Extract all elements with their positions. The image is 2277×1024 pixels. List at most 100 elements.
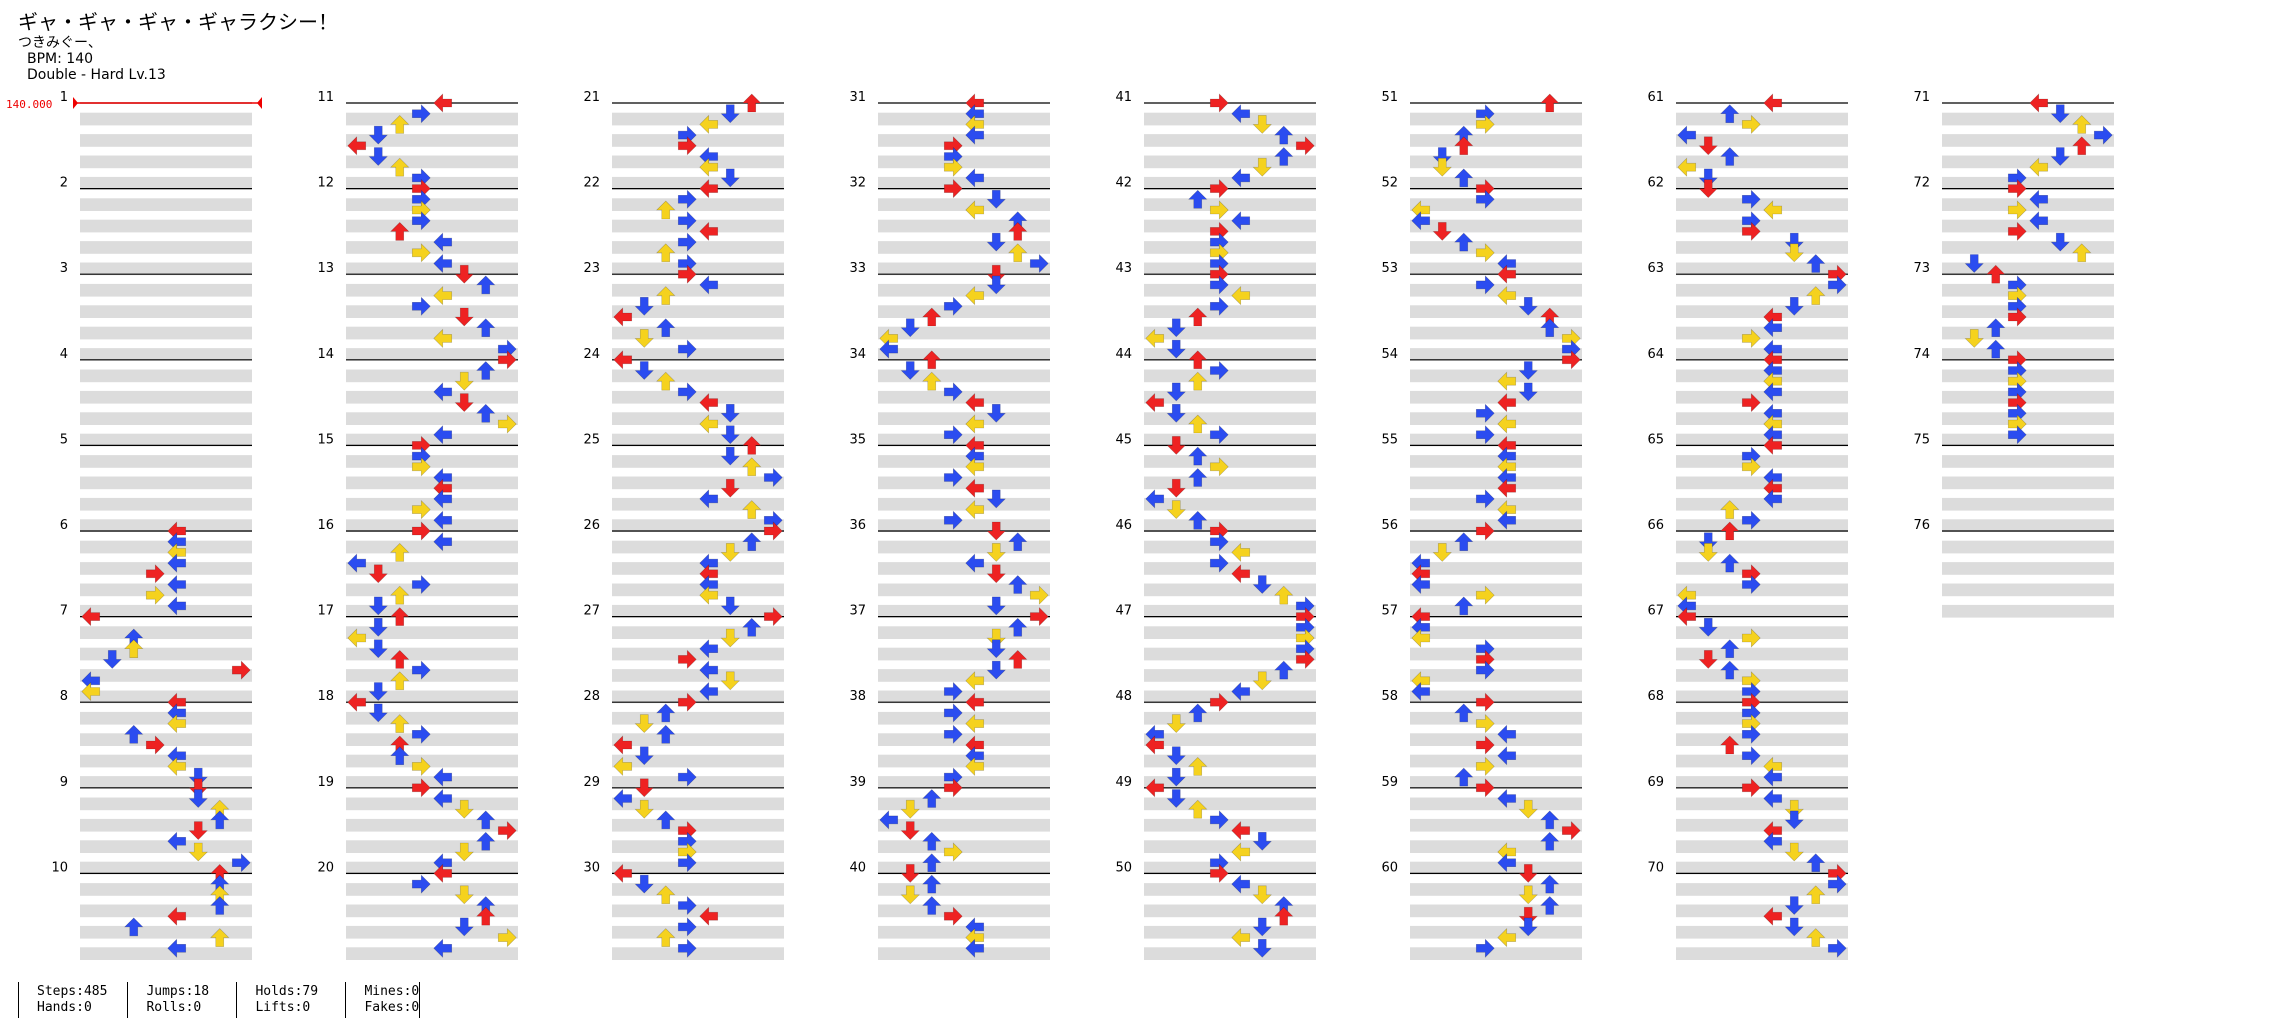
note-arrow-down <box>1518 917 1538 937</box>
beat-band <box>80 711 252 725</box>
note-arrow-down <box>1698 543 1718 562</box>
measure-number: 73 <box>1913 261 1930 276</box>
beat-band <box>1676 861 1848 875</box>
stat-holds: Holds:79 <box>255 984 319 999</box>
note-arrow-left <box>433 938 453 959</box>
measure-10: 10 <box>51 860 252 960</box>
measure-number: 48 <box>1115 689 1132 704</box>
note-arrow-down <box>1166 436 1186 455</box>
measure-15: 15 <box>317 432 518 532</box>
note-arrow-up <box>922 350 942 370</box>
note-arrow-right <box>1741 328 1761 349</box>
measure-23: 23 <box>583 261 784 361</box>
note-arrow-left <box>613 307 633 327</box>
beat-band <box>1410 840 1582 853</box>
note-arrow-left <box>433 382 453 402</box>
measure-37: 37 <box>849 604 1050 704</box>
note-arrow-down <box>368 147 388 166</box>
note-arrow-right <box>1209 200 1229 220</box>
note-arrow-left <box>1145 489 1165 509</box>
beat-band <box>1942 604 2114 618</box>
beat-band <box>612 176 784 190</box>
note-arrow-up <box>742 435 762 455</box>
note-arrow-up <box>1274 585 1294 605</box>
measure-number: 62 <box>1647 176 1664 191</box>
note-arrow-right <box>1209 863 1229 884</box>
beat-band <box>346 711 518 725</box>
beat-band <box>1942 540 2114 554</box>
note-arrow-left <box>699 414 719 434</box>
note-arrow-down <box>1518 799 1538 819</box>
note-arrow-left <box>699 638 719 659</box>
beat-band <box>80 754 252 768</box>
measure-24: 24 <box>583 347 784 447</box>
measure-number: 39 <box>849 775 866 790</box>
note-arrow-down <box>1784 896 1804 915</box>
beat-band <box>1144 690 1316 704</box>
beat-band <box>1410 647 1582 661</box>
measure-number: 66 <box>1647 518 1664 533</box>
note-arrow-up <box>390 114 410 134</box>
note-arrow-left <box>699 157 719 177</box>
beat-band <box>346 198 518 211</box>
note-arrow-down <box>1252 575 1272 594</box>
note-arrow-right <box>677 767 697 787</box>
measure-3: 3 <box>60 261 252 361</box>
measure-number: 30 <box>583 860 600 875</box>
beat-band <box>80 283 252 297</box>
beat-band <box>878 797 1050 811</box>
note-arrow-left <box>965 499 985 520</box>
note-arrow-up <box>1454 703 1474 723</box>
measure-number: 72 <box>1913 176 1930 191</box>
measure-number: 42 <box>1115 176 1132 191</box>
note-arrow-up <box>656 318 676 338</box>
measure-number: 18 <box>317 689 334 704</box>
note-arrow-right <box>763 606 783 627</box>
beat-band <box>1676 262 1848 276</box>
note-arrow-up <box>1188 510 1208 530</box>
measure-29: 29 <box>583 775 784 875</box>
note-arrow-right <box>677 136 697 156</box>
beat-band <box>1410 883 1582 896</box>
note-arrow-right <box>1741 189 1761 210</box>
note-arrow-down <box>188 821 208 841</box>
beat-band <box>1144 754 1316 768</box>
note-arrow-down <box>720 403 740 423</box>
note-arrow-up <box>124 724 144 744</box>
beat-band <box>612 925 784 939</box>
beat-band <box>1676 883 1848 896</box>
note-arrow-right <box>411 521 431 541</box>
note-arrow-up <box>922 896 942 915</box>
beat-band <box>346 797 518 811</box>
note-arrow-down <box>1166 478 1186 498</box>
beat-band <box>1942 283 2114 297</box>
note-arrow-right <box>1209 810 1229 830</box>
note-arrow-down <box>634 296 654 316</box>
beat-band <box>346 604 518 618</box>
measure-number: 31 <box>849 90 866 105</box>
beat-band <box>612 754 784 768</box>
beat-band <box>1144 283 1316 297</box>
beat-band <box>1144 369 1316 383</box>
measure-38: 38 <box>849 689 1050 789</box>
beat-band <box>878 925 1050 939</box>
beat-band <box>612 219 784 233</box>
beat-band <box>80 497 252 511</box>
note-arrow-left <box>1763 788 1783 809</box>
beat-band <box>346 412 518 425</box>
note-arrow-up <box>476 810 496 830</box>
note-arrow-down <box>1784 842 1804 862</box>
beat-band <box>1410 433 1582 447</box>
beat-band <box>1676 390 1848 404</box>
beat-band <box>1144 155 1316 169</box>
beat-band <box>1144 733 1316 746</box>
note-arrow-down <box>1698 168 1718 188</box>
beat-band <box>80 348 252 361</box>
beat-band <box>1676 754 1848 768</box>
note-arrow-right <box>145 585 165 605</box>
note-arrow-down <box>368 703 388 723</box>
measure-number: 1 <box>60 90 68 105</box>
beat-band <box>1144 262 1316 276</box>
measure-72: 72 <box>1913 176 2114 276</box>
note-arrow-right <box>1827 275 1847 295</box>
